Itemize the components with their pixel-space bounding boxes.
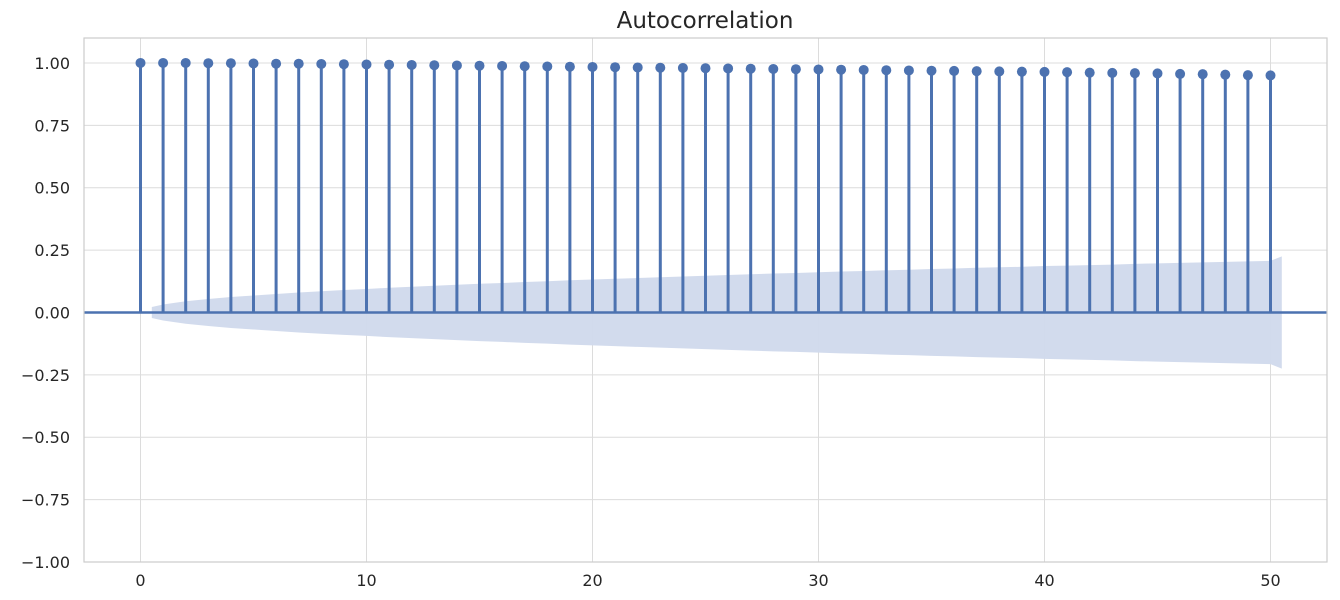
- y-tick-label: −0.25: [21, 366, 70, 385]
- acf-point: [135, 57, 146, 68]
- chart-title: Autocorrelation: [617, 8, 794, 34]
- acf-point: [338, 59, 349, 70]
- acf-point: [1062, 67, 1073, 78]
- acf-point: [768, 63, 779, 74]
- acf-point: [519, 61, 530, 72]
- y-tick-label: 0.25: [34, 241, 70, 260]
- x-tick-label: 20: [582, 571, 602, 590]
- x-tick-label: 50: [1260, 571, 1280, 590]
- acf-point: [248, 58, 259, 69]
- x-tick-label: 40: [1034, 571, 1054, 590]
- acf-point: [1152, 68, 1163, 79]
- acf-point: [542, 61, 553, 72]
- acf-point: [858, 64, 869, 75]
- acf-point: [587, 61, 598, 72]
- y-tick-label: −1.00: [21, 553, 70, 572]
- acf-point: [451, 60, 462, 71]
- acf-point: [180, 57, 191, 68]
- acf-point: [994, 66, 1005, 77]
- acf-point: [361, 59, 372, 70]
- acf-point: [677, 62, 688, 73]
- acf-point: [723, 63, 734, 74]
- acf-point: [655, 62, 666, 73]
- acf-point: [745, 63, 756, 74]
- acf-point: [1197, 69, 1208, 80]
- acf-point: [1175, 68, 1186, 79]
- acf-point: [813, 64, 824, 75]
- acf-point: [1039, 66, 1050, 77]
- acf-point: [971, 66, 982, 77]
- acf-point: [700, 63, 711, 74]
- acf-point: [836, 64, 847, 75]
- acf-point: [158, 57, 169, 68]
- acf-point: [926, 65, 937, 76]
- acf-point: [903, 65, 914, 76]
- acf-point: [406, 59, 417, 70]
- x-tick-label: 0: [135, 571, 145, 590]
- acf-point: [203, 58, 214, 69]
- y-tick-label: −0.50: [21, 428, 70, 447]
- y-tick-label: 0.75: [34, 116, 70, 135]
- acf-point: [610, 62, 621, 73]
- acf-point: [1220, 69, 1231, 80]
- acf-point: [384, 59, 395, 70]
- y-tick-label: 0.00: [34, 303, 70, 322]
- plot-frame: [83, 37, 1328, 563]
- stem-layer: [135, 57, 1276, 313]
- acf-point: [790, 64, 801, 75]
- y-tick-label: −0.75: [21, 491, 70, 510]
- acf-point: [1265, 70, 1276, 81]
- acf-point: [1084, 67, 1095, 78]
- acf-point: [1129, 68, 1140, 79]
- acf-point: [316, 58, 327, 69]
- acf-point: [1242, 70, 1253, 81]
- acf-point: [1016, 66, 1027, 77]
- acf-point: [949, 65, 960, 76]
- acf-point: [564, 61, 575, 72]
- tick-label-layer: 0 10 20 30 40 50 1.00 0.75 0.50 0.25 0.00 −0.25 −0.5…: [21, 54, 1281, 590]
- y-tick-label: 0.50: [34, 179, 70, 198]
- acf-point: [1107, 67, 1118, 78]
- acf-point: [632, 62, 643, 73]
- acf-point: [474, 60, 485, 71]
- acf-point: [497, 60, 508, 71]
- y-tick-label: 1.00: [34, 54, 70, 73]
- acf-point: [225, 58, 236, 69]
- acf-point: [271, 58, 282, 69]
- x-tick-label: 10: [356, 571, 376, 590]
- acf-point: [429, 60, 440, 71]
- acf-point: [881, 65, 892, 76]
- acf-point: [293, 58, 304, 69]
- x-tick-label: 30: [808, 571, 828, 590]
